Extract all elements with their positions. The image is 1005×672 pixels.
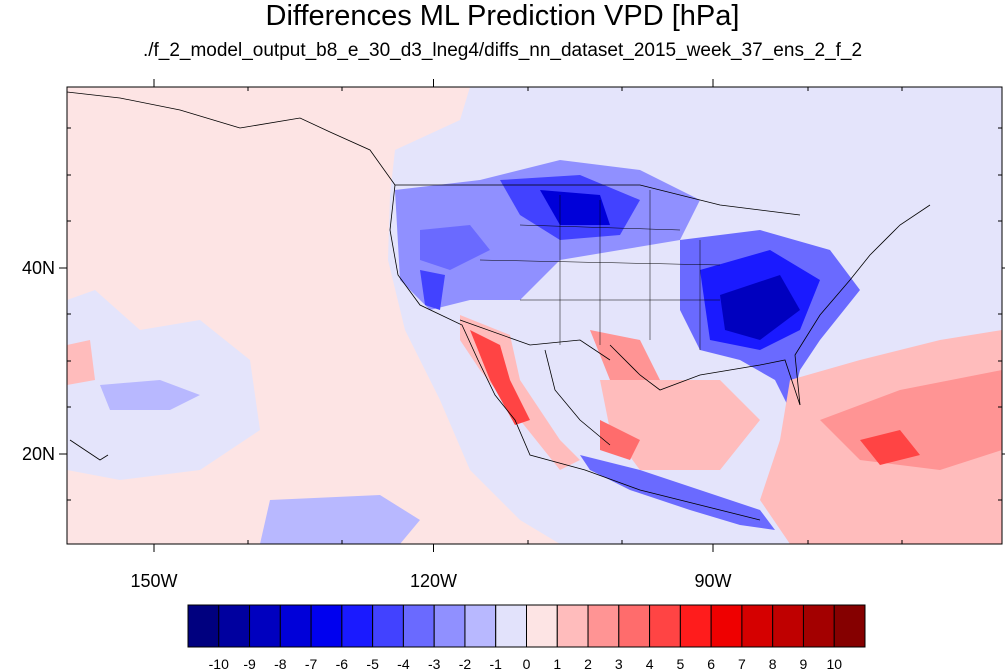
gulf-coast: [609, 344, 801, 406]
mexico-high: [600, 420, 640, 460]
colorbar-box: [618, 604, 651, 648]
plot-subtitle: ./f_2_model_output_b8_e_30_d3_lneg4/diff…: [142, 40, 863, 61]
colorbar-box: [772, 604, 804, 648]
baja-high: [470, 330, 530, 425]
state-borders: [479, 190, 721, 350]
colorbar-box: [587, 604, 620, 648]
colorbar-label: 2: [584, 656, 592, 672]
colorbar-box: [249, 604, 281, 648]
colorbar-box: [464, 604, 497, 648]
colorbar-box: [710, 604, 743, 648]
map-field: [67, 87, 1002, 544]
atlantic-coast: [794, 204, 931, 406]
colorbar-label: -2: [459, 656, 472, 672]
colorbar-label: 0: [523, 656, 531, 672]
colorbar-label: -10: [209, 656, 229, 672]
colorbar-box: [310, 604, 343, 648]
colorbar-box: [649, 604, 681, 648]
y-tick-label: 40N: [22, 258, 55, 278]
caribbean-max: [860, 430, 920, 465]
mexico-border: [459, 319, 611, 361]
canada-border: [395, 184, 801, 216]
colorbar-box: [526, 604, 558, 648]
north-atlantic-negative-area: [870, 190, 1002, 290]
colorbar-label: 8: [769, 656, 777, 672]
colorbar-box: [433, 604, 466, 648]
colorbar-label: 9: [800, 656, 808, 672]
colorbar-box: [679, 604, 712, 648]
colorbar-box: [741, 604, 774, 648]
colorbar-label: -1: [490, 656, 503, 672]
colorbar-box: [372, 604, 404, 648]
hawaii-islands: [69, 439, 109, 461]
colorbar-box: [833, 604, 866, 648]
axis-ticks: 150W 120W 90W 40N 20N: [22, 79, 1005, 591]
colorbar-label: -4: [397, 656, 410, 672]
pacific-high-patch: [67, 340, 95, 385]
x-tick-label: 90W: [694, 571, 731, 591]
pacific-low-patch: [100, 380, 200, 410]
coastlines: [67, 91, 931, 521]
pacific-coast: [389, 184, 761, 521]
colorbar-label: 10: [826, 656, 842, 672]
plot-title: Differences ML Prediction VPD [hPa]: [265, 0, 740, 32]
colorbar-label: 4: [646, 656, 654, 672]
colorbar-box: [556, 604, 589, 648]
colorbar-label: 5: [676, 656, 684, 672]
sierra-low: [420, 270, 445, 310]
alaska-coast: [67, 91, 396, 186]
x-tick-label: 120W: [410, 571, 457, 591]
colorbar-box: [341, 604, 374, 648]
colorbar-box: [402, 604, 435, 648]
colorbar-label: -9: [243, 656, 256, 672]
colorbar-box: [495, 604, 527, 648]
colorbar-label: 1: [553, 656, 561, 672]
colorbar-label: -6: [336, 656, 349, 672]
y-tick-label: 20N: [22, 444, 55, 464]
colorbar-label: -7: [305, 656, 318, 672]
great-basin-low: [420, 225, 490, 270]
northern-plains-min: [540, 190, 610, 225]
pacific-low-patch-south: [260, 495, 420, 544]
minor-ticks: [67, 87, 1002, 544]
colorbar-label: 7: [738, 656, 746, 672]
colorbar-label: -3: [428, 656, 441, 672]
colorbar-box: [187, 604, 220, 648]
colorbar-box: [218, 604, 251, 648]
map-frame: [66, 86, 1003, 545]
gulf-positive-area: [600, 380, 760, 470]
colorbar-label: -8: [274, 656, 287, 672]
gulf-of-california: [544, 349, 611, 446]
colorbar-box: [802, 604, 835, 648]
colorbar-label: 3: [615, 656, 623, 672]
southeast-min: [720, 275, 800, 340]
colorbar: -10 -9 -8 -7 -6 -5 -4 -3 -2 -1 0 1 2 3 4 5 6 7 8 9 10: [187, 604, 866, 672]
colorbar-box: [279, 604, 312, 648]
colorbar-label: -5: [366, 656, 379, 672]
x-tick-label: 150W: [130, 571, 177, 591]
colorbar-label: 6: [707, 656, 715, 672]
